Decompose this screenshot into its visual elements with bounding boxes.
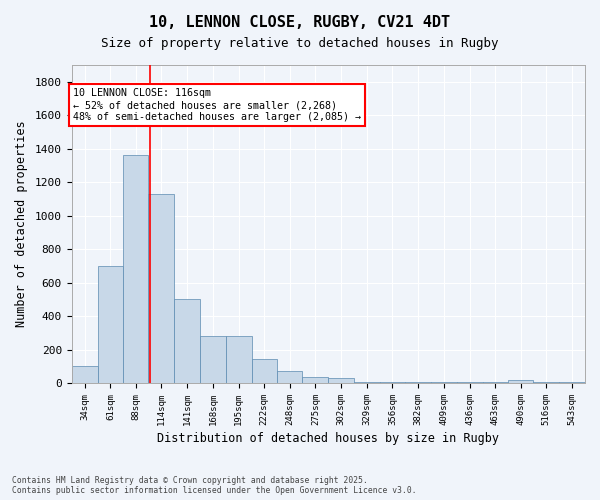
Bar <box>457 382 482 383</box>
Bar <box>431 382 457 383</box>
Bar <box>226 336 252 383</box>
Text: Size of property relative to detached houses in Rugby: Size of property relative to detached ho… <box>101 38 499 51</box>
Bar <box>71 366 98 383</box>
Bar <box>508 380 533 383</box>
Bar <box>405 382 431 383</box>
Text: 10 LENNON CLOSE: 116sqm
← 52% of detached houses are smaller (2,268)
48% of semi: 10 LENNON CLOSE: 116sqm ← 52% of detache… <box>73 88 361 122</box>
Bar <box>533 382 559 383</box>
Bar <box>124 156 148 383</box>
Bar <box>174 300 200 383</box>
X-axis label: Distribution of detached houses by size in Rugby: Distribution of detached houses by size … <box>157 432 499 445</box>
Text: 10, LENNON CLOSE, RUGBY, CV21 4DT: 10, LENNON CLOSE, RUGBY, CV21 4DT <box>149 15 451 30</box>
Bar <box>148 194 174 383</box>
Bar <box>277 370 302 383</box>
Bar <box>380 382 405 383</box>
Bar <box>559 382 585 383</box>
Bar <box>328 378 354 383</box>
Text: Contains HM Land Registry data © Crown copyright and database right 2025.
Contai: Contains HM Land Registry data © Crown c… <box>12 476 416 495</box>
Bar <box>302 377 328 383</box>
Bar <box>252 359 277 383</box>
Bar <box>98 266 124 383</box>
Bar <box>482 382 508 383</box>
Bar <box>200 336 226 383</box>
Bar <box>354 382 380 383</box>
Y-axis label: Number of detached properties: Number of detached properties <box>15 120 28 328</box>
